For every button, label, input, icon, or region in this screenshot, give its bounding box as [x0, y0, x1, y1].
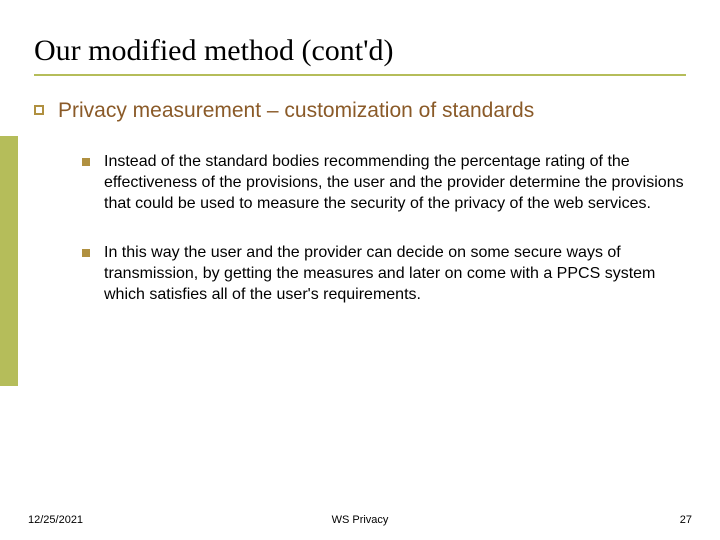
- slide: Our modified method (cont'd) Privacy mea…: [0, 0, 720, 540]
- list-item-text: Instead of the standard bodies recommend…: [104, 151, 686, 214]
- list-item: Instead of the standard bodies recommend…: [82, 151, 686, 214]
- list-item-text: In this way the user and the provider ca…: [104, 242, 686, 305]
- square-outline-icon: [34, 105, 44, 115]
- footer-center: WS Privacy: [0, 514, 720, 526]
- list-item: In this way the user and the provider ca…: [82, 242, 686, 305]
- slide-title: Our modified method (cont'd): [34, 34, 686, 76]
- footer: 12/25/2021 WS Privacy 27: [0, 510, 720, 526]
- level2-list: Instead of the standard bodies recommend…: [34, 151, 686, 306]
- bullet-level1: Privacy measurement – customization of s…: [34, 98, 686, 125]
- square-solid-icon: [82, 158, 90, 166]
- heading-text: Privacy measurement – customization of s…: [58, 98, 534, 125]
- footer-page: 27: [680, 514, 692, 526]
- square-solid-icon: [82, 249, 90, 257]
